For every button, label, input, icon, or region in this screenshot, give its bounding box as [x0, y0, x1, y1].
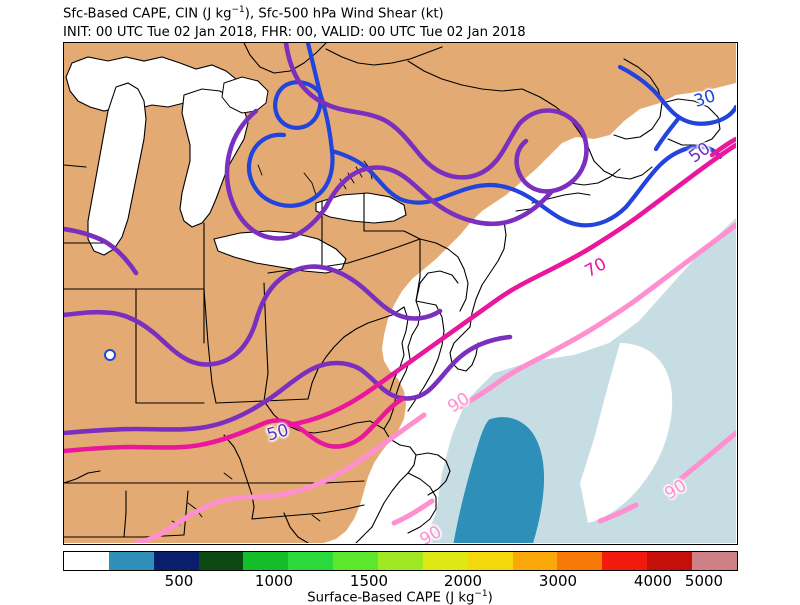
colorbar-tick-4000: 4000	[633, 572, 673, 590]
georgian-bay	[221, 76, 269, 114]
colorbar-tick-1500: 1500	[349, 572, 389, 590]
figure-title-line-1: Sfc-Based CAPE, CIN (J kg−1), Sfc-500 hP…	[63, 1, 763, 23]
shear-contour-90kt	[133, 222, 736, 543]
lake-erie	[213, 230, 347, 274]
colorbar-segment-14	[692, 552, 737, 570]
map-canvas	[64, 43, 736, 543]
colorbar-tick-5000: 5000	[684, 572, 724, 590]
caption-part2: )	[487, 590, 493, 605]
shear-contour-50kt	[64, 43, 589, 436]
colorbar-tick-500: 500	[164, 572, 194, 590]
caption-part1: Surface-Based CAPE (J kg	[307, 590, 475, 605]
colorbar-segment-0	[64, 552, 109, 570]
cape-colorbar-ticks: 500 1000 1500 2000 3000 4000 5000	[63, 572, 738, 590]
figure-title-block: Sfc-Based CAPE, CIN (J kg−1), Sfc-500 hP…	[63, 1, 763, 42]
small-lake-marker	[104, 349, 116, 361]
colorbar-tick-2000: 2000	[443, 572, 483, 590]
cape-shading-core	[453, 417, 545, 543]
caption-exponent: −1	[474, 589, 488, 599]
colorbar-segment-9	[467, 552, 513, 570]
colorbar-segment-4	[243, 552, 289, 570]
shear-contour-70kt	[64, 136, 736, 454]
colorbar-segment-1	[108, 552, 154, 570]
shear-contour-30kt	[246, 43, 736, 228]
title-exponent: −1	[231, 5, 245, 15]
colorbar-segment-6	[333, 552, 379, 570]
cape-colorbar-caption: Surface-Based CAPE (J kg−1)	[0, 589, 800, 605]
colorbar-tick-3000: 3000	[538, 572, 578, 590]
colorbar-segment-8	[422, 552, 468, 570]
lake-michigan	[87, 82, 147, 256]
colorbar-segment-12	[602, 552, 648, 570]
title-field-part2: ), Sfc-500 hPa Wind Shear (kt)	[244, 6, 444, 22]
coastlines-and-borders	[64, 43, 721, 543]
map-panel: 30 50 70 90 50 90 90	[63, 42, 738, 545]
colorbar-segment-2	[153, 552, 199, 570]
colorbar-segment-5	[288, 552, 334, 570]
cape-colorbar	[63, 551, 738, 571]
colorbar-segment-10	[512, 552, 558, 570]
colorbar-segment-13	[647, 552, 693, 570]
colorbar-segment-7	[378, 552, 423, 570]
colorbar-segment-3	[198, 552, 244, 570]
colorbar-tick-1000: 1000	[254, 572, 294, 590]
colorbar-segment-11	[557, 552, 603, 570]
title-field-part1: Sfc-Based CAPE, CIN (J kg	[63, 6, 232, 22]
cape-shading-pale-notch	[580, 343, 673, 523]
figure-title-line-2: INIT: 00 UTC Tue 02 Jan 2018, FHR: 00, V…	[63, 25, 526, 41]
